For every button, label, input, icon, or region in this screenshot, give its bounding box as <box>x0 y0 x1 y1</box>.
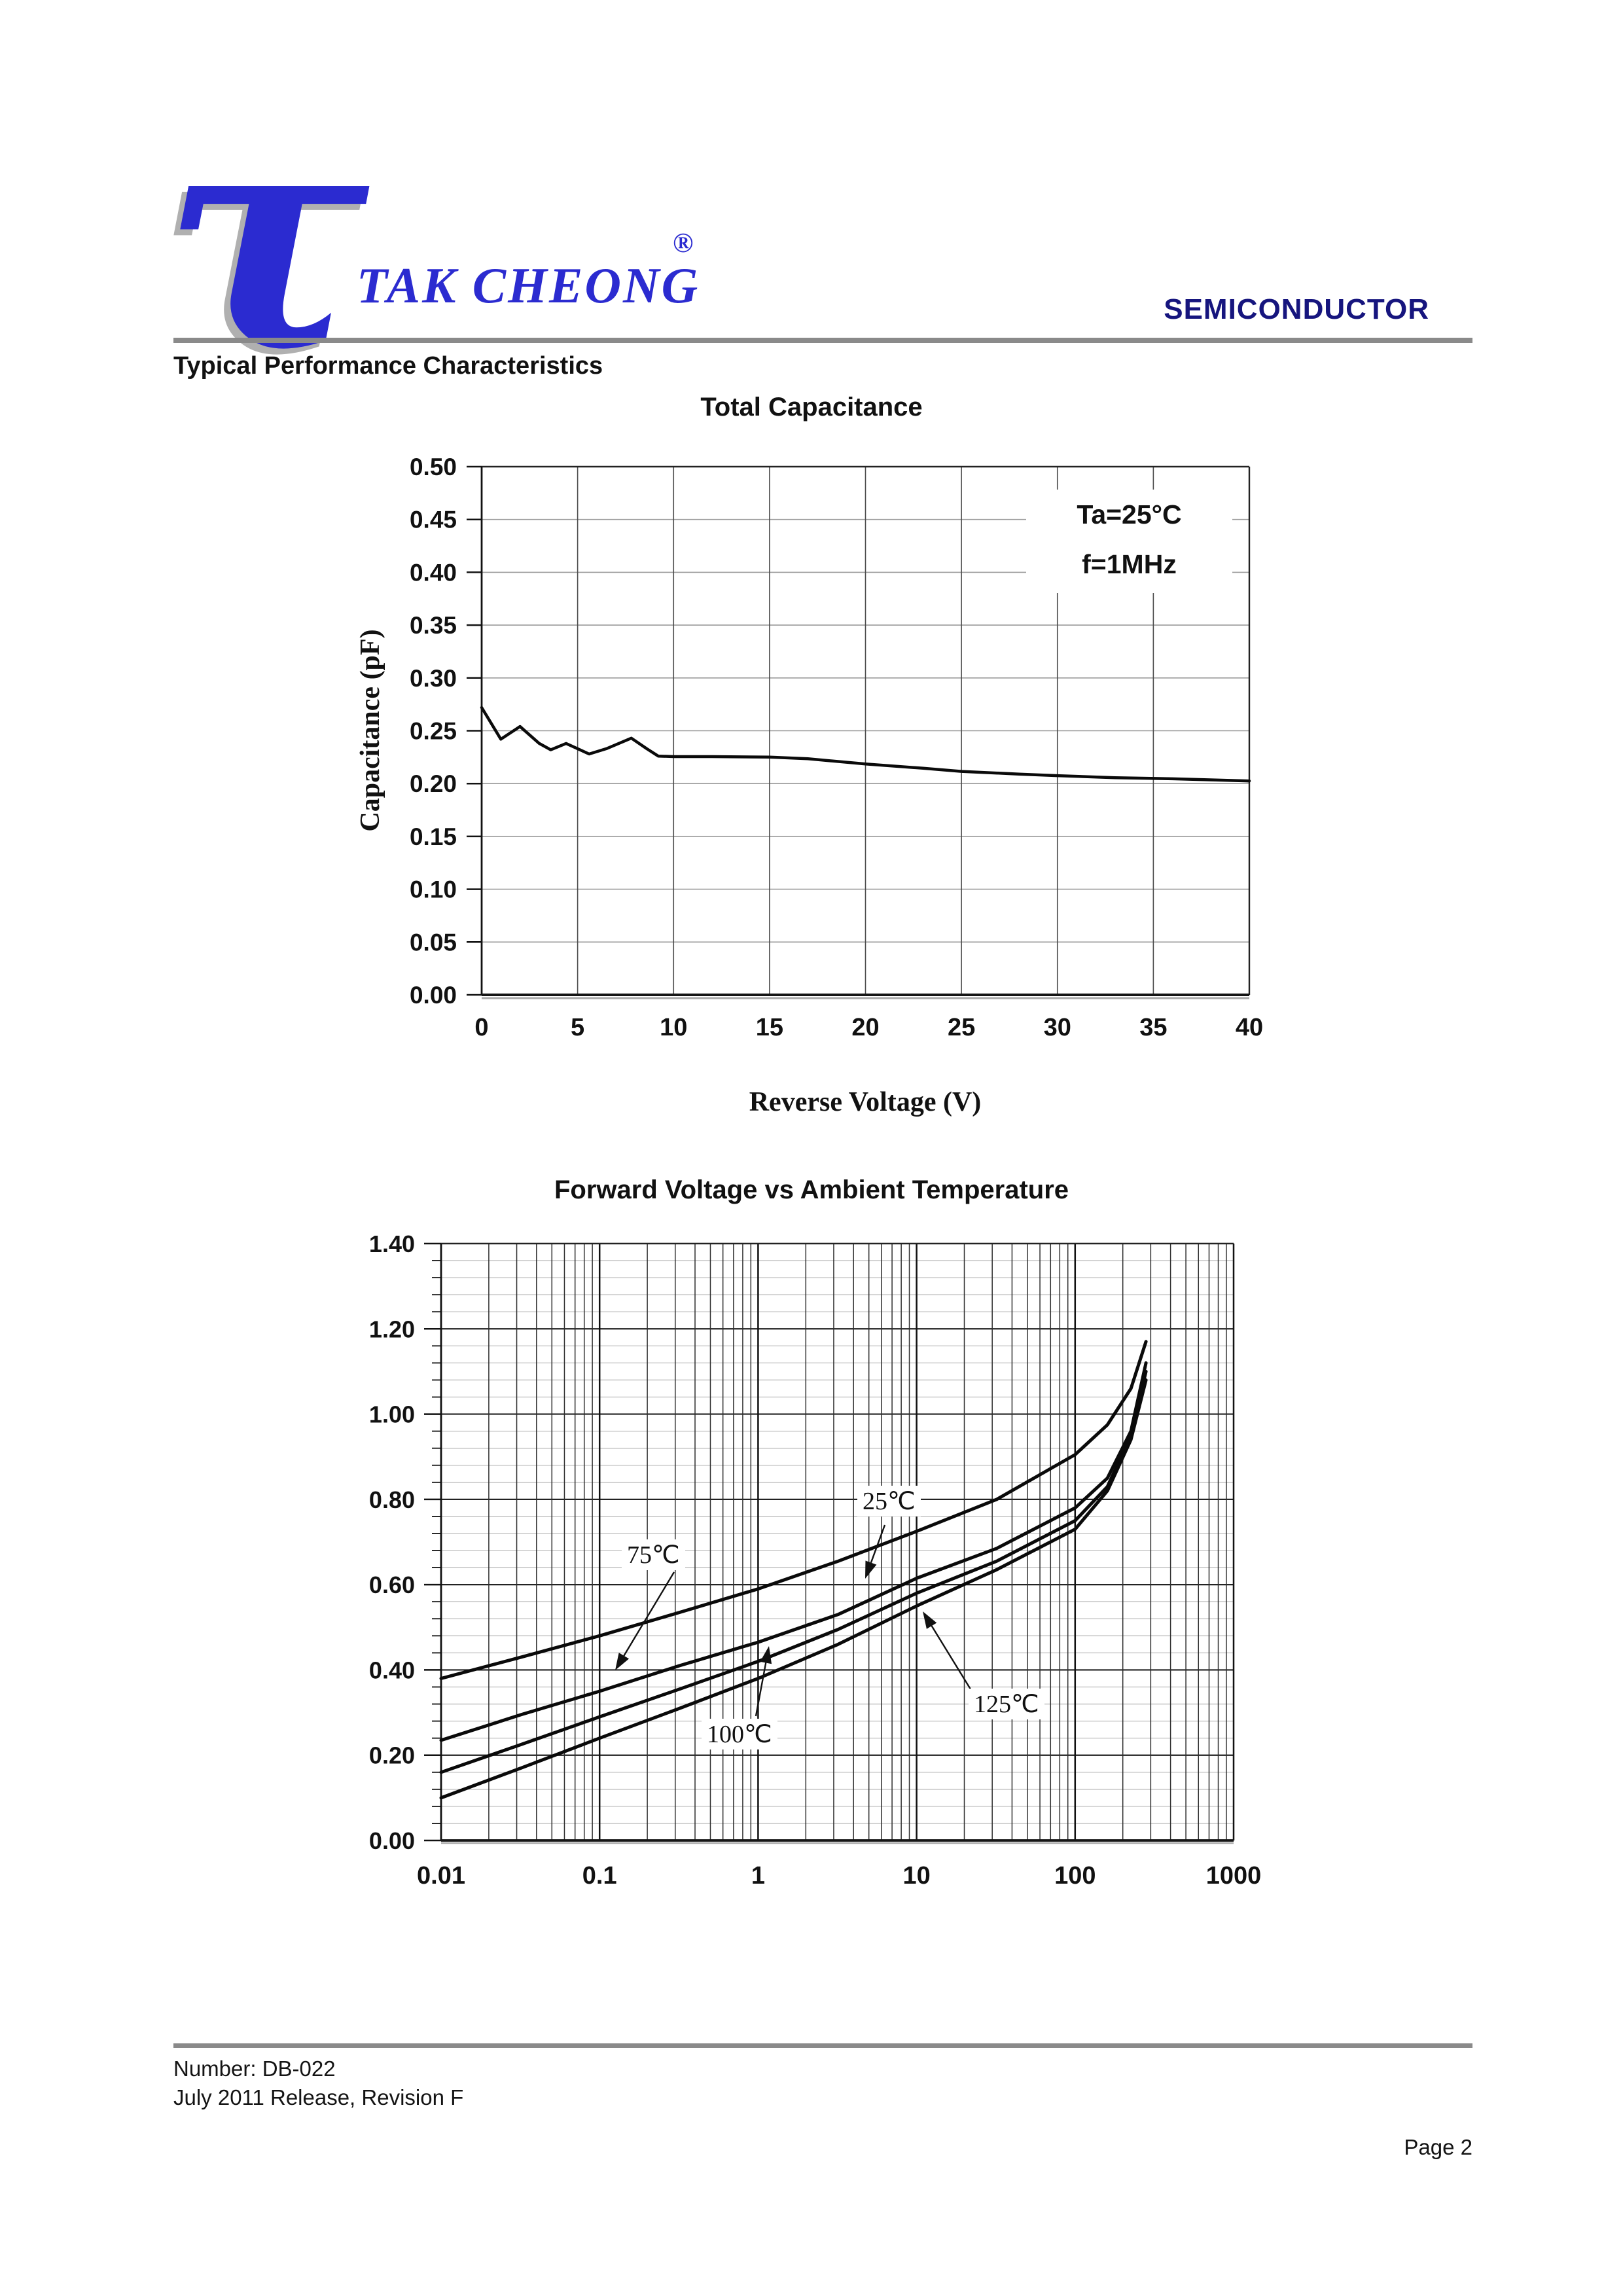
tick-label: 0.00 <box>410 982 457 1009</box>
series-curve <box>439 1361 1148 1742</box>
tick-label: 1.00 <box>369 1401 415 1428</box>
footer-divider <box>173 2043 1472 2048</box>
arrow-head-icon <box>615 1653 630 1670</box>
tick-label: 0.00 <box>369 1827 415 1854</box>
series-curve <box>439 1378 1148 1800</box>
tick-label: 0.35 <box>410 612 457 639</box>
curve-label-25c: 25℃ <box>857 1486 921 1516</box>
page-number: Page 2 <box>1404 2135 1472 2159</box>
tick-label: 0.25 <box>410 718 457 745</box>
tick-label: 0.01 <box>417 1862 465 1890</box>
tick-label: 1.20 <box>369 1316 415 1342</box>
chart1-x-axis-title: Reverse Voltage (V) <box>749 1087 982 1117</box>
division-label: SEMICONDUCTOR <box>1164 293 1429 325</box>
tick-label: 0.40 <box>410 559 457 586</box>
tick-label: 1.40 <box>369 1230 415 1257</box>
tick-label: 0.20 <box>410 770 457 797</box>
chart1-y-axis-title: Capacitance (pF) <box>355 629 385 832</box>
curve-label-100c: 100℃ <box>702 1719 777 1749</box>
arrow-head-icon <box>923 1611 937 1629</box>
tick-label: 0 <box>474 1014 488 1041</box>
registered-trademark-icon: ® <box>673 228 694 259</box>
chart1-conditions-annotation: Ta=25°C f=1MHz <box>1026 490 1232 593</box>
brand-name: TAK CHEONG <box>357 257 700 314</box>
release-revision: July 2011 Release, Revision F <box>173 2085 464 2109</box>
tick-label: 0.60 <box>369 1571 415 1598</box>
tick-label: 20 <box>851 1014 879 1041</box>
series-curve <box>439 1369 1148 1774</box>
company-logo-icon: τ <box>162 57 370 418</box>
tick-label: 0.50 <box>410 454 457 480</box>
tick-label: 1000 <box>1206 1862 1262 1890</box>
tick-label: 0.05 <box>410 929 457 956</box>
tick-label: 0.15 <box>410 823 457 850</box>
tick-label: 0.45 <box>410 507 457 533</box>
tick-label: 35 <box>1139 1014 1167 1041</box>
curve-label-125c: 125℃ <box>969 1689 1044 1719</box>
tick-label: 10 <box>660 1014 687 1041</box>
tick-label: 30 <box>1044 1014 1071 1041</box>
annotation-line-f: f=1MHz <box>1082 549 1177 579</box>
tick-label: 0.30 <box>410 665 457 692</box>
tick-label: 0.1 <box>582 1862 617 1890</box>
tick-label: 1 <box>751 1862 765 1890</box>
arrow-head-icon <box>760 1646 772 1664</box>
chart2-plot: 1.40 1.20 1.00 0.80 0.60 0.40 0.20 0.000.01 0.1 1… <box>369 1230 1261 1890</box>
tick-label: 0.10 <box>410 876 457 903</box>
arrow-head-icon <box>865 1560 877 1579</box>
chart1-plot: 0.50 0.45 0.40 0.35 0.30 0.25 0.20 0.15 0.10 0.05… <box>410 454 1263 1041</box>
header-divider <box>173 338 1472 343</box>
chart1-title: Total Capacitance <box>700 393 923 422</box>
series-curve <box>480 706 1251 783</box>
tick-label: 15 <box>756 1014 783 1041</box>
section-title: Typical Performance Characteristics <box>173 352 603 380</box>
annotation-line-ta: Ta=25°C <box>1077 499 1182 529</box>
chart2-title: Forward Voltage vs Ambient Temperature <box>554 1175 1069 1204</box>
tick-label: 25 <box>948 1014 975 1041</box>
tick-label: 5 <box>571 1014 584 1041</box>
tick-label: 40 <box>1236 1014 1263 1041</box>
tick-label: 0.80 <box>369 1486 415 1513</box>
tick-label: 100 <box>1054 1862 1096 1890</box>
document-number: Number: DB-022 <box>173 2056 336 2081</box>
curve-label-75c: 75℃ <box>622 1539 685 1570</box>
tick-label: 0.40 <box>369 1657 415 1683</box>
tick-label: 0.20 <box>369 1742 415 1769</box>
tick-label: 10 <box>902 1862 930 1890</box>
